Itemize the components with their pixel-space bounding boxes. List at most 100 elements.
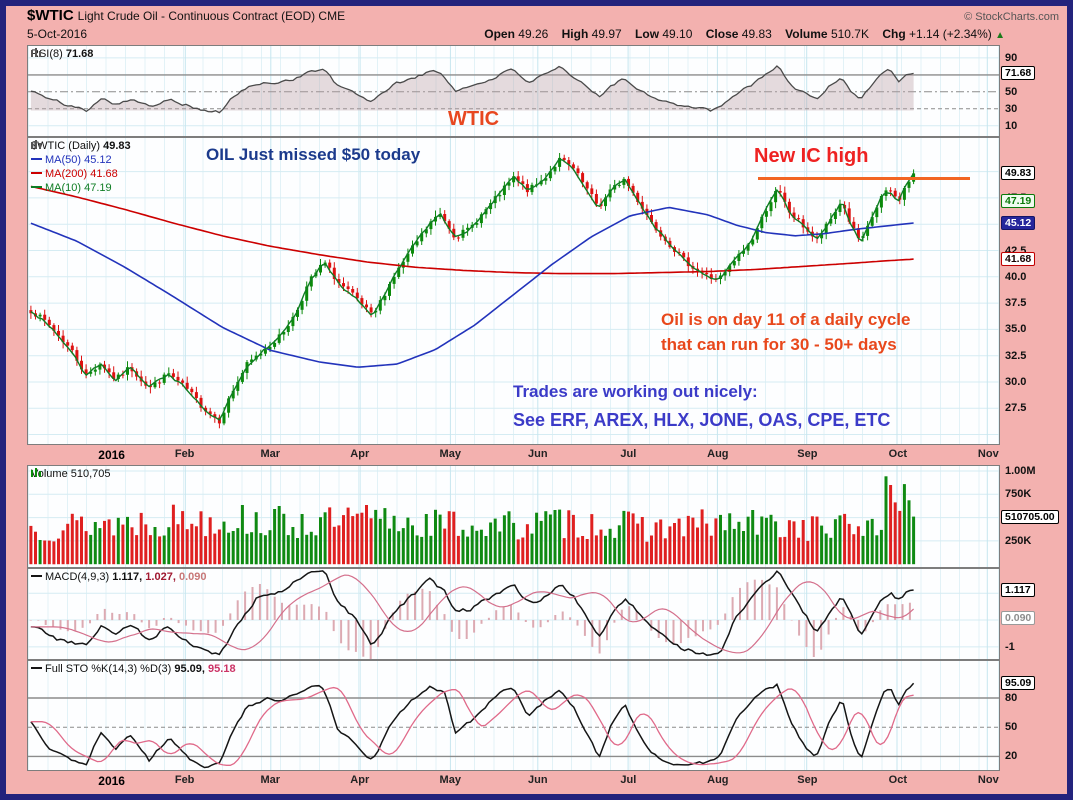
y-axis-tick: 30: [1005, 102, 1018, 115]
stochastics-plot: Full STO %K(14,3) %D(3) 95.09, 95.18: [27, 660, 1000, 771]
stochastics-y-axis: 80 50 20 95.09: [1000, 660, 1067, 771]
legend-ma10-row: MA(10) 47.19: [31, 181, 131, 195]
price-svg: [28, 138, 999, 444]
y-axis-value-chip: 41.68: [1001, 252, 1036, 267]
quote-close: Close 49.83: [705, 27, 772, 41]
y-axis-tick: 10: [1005, 119, 1018, 132]
y-axis-tick: 80: [1005, 691, 1018, 704]
x-axis-month-label: Mar: [260, 448, 281, 460]
y-axis-tick: 20: [1005, 750, 1018, 763]
x-axis-month-label: Feb: [174, 774, 195, 786]
quote-open: Open 49.26: [484, 27, 549, 41]
volume-legend: Volume 510,705: [31, 467, 111, 481]
annotation-missed-50: OIL Just missed $50 today: [206, 145, 421, 164]
macd-plot: MACD(4,9,3) 1.117, 1.027, 0.090: [27, 568, 1000, 660]
ma200-swatch: [31, 172, 42, 174]
y-axis-tick: 37.5: [1005, 297, 1027, 310]
macd-y-axis: -1 1.117 0.090: [1000, 568, 1067, 660]
y-axis-tick: 40.0: [1005, 270, 1027, 283]
legend-ma50-row: MA(50) 45.12: [31, 153, 131, 167]
y-axis-value-chip: 49.83: [1001, 166, 1036, 181]
sto-swatch: [31, 667, 42, 669]
macd-svg: [28, 569, 999, 659]
price-legend: $WTIC (Daily) 49.83 MA(50) 45.12 MA(200)…: [31, 139, 131, 195]
annotation-cycle-line1: Oil is on day 11 of a daily cycle: [661, 310, 911, 329]
annotation-wtic: WTIC: [448, 108, 500, 130]
mini-chart-icon: [31, 140, 41, 149]
macd-label: MACD(4,9,3): [45, 571, 110, 583]
rsi-svg: [28, 46, 999, 136]
quote-high: High 49.97: [561, 27, 622, 41]
x-axis-month-label: Sep: [797, 448, 818, 460]
annotation-ic-high-line: [758, 177, 970, 180]
volume-y-axis: 1.00M 750K 250K 510705.00: [1000, 465, 1067, 568]
volume-value: 510,705: [70, 468, 111, 480]
x-axis-month-label: Aug: [707, 448, 729, 460]
ohlc-quote: Open 49.26 High 49.97 Low 49.10 Close 49…: [474, 27, 1005, 41]
ma50-swatch: [31, 158, 42, 160]
ma10-swatch: [31, 186, 42, 188]
x-axis-month-label: May: [439, 448, 461, 460]
price-panel: $WTIC (Daily) 49.83 MA(50) 45.12 MA(200)…: [27, 137, 1067, 445]
symbol: $WTIC: [27, 7, 74, 24]
rsi-plot: RSI(8) 71.68 WTIC: [27, 45, 1000, 137]
annotation-cycle-line2: that can run for 30 - 50+ days: [661, 335, 897, 354]
y-axis-tick: 750K: [1005, 488, 1032, 501]
stochastics-legend: Full STO %K(14,3) %D(3) 95.09, 95.18: [31, 662, 236, 676]
annotation-new-ic-high: New IC high: [754, 145, 869, 167]
x-axis-month-label: Apr: [350, 774, 370, 786]
y-axis-tick: 32.5: [1005, 349, 1027, 362]
title-row: $WTIC Light Crude Oil - Continuous Contra…: [27, 7, 1067, 25]
sto-label: Full STO %K(14,3) %D(3): [45, 663, 172, 675]
x-axis-month-label: Nov: [977, 774, 999, 786]
y-axis-value-chip: 1.117: [1001, 583, 1035, 598]
chart-title: Light Crude Oil - Continuous Contract (E…: [77, 9, 346, 23]
y-axis-tick: 1.00M: [1005, 465, 1036, 478]
rsi-label: RSI(8): [31, 48, 63, 60]
macd-legend: MACD(4,9,3) 1.117, 1.027, 0.090: [31, 570, 206, 584]
x-axis-month-label: May: [439, 774, 461, 786]
x-axis-month-label: Aug: [707, 774, 729, 786]
x-axis-year-label: 2016: [98, 774, 125, 788]
annotation-tickers: See ERF, AREX, HLX, JONE, OAS, CPE, ETC: [513, 410, 891, 430]
x-axis-month-label: Apr: [350, 448, 370, 460]
x-axis-month-label: Jun: [528, 774, 548, 786]
chart-date: 5-Oct-2016: [27, 27, 88, 41]
y-axis-tick: 250K: [1005, 534, 1032, 547]
volume-plot: Volume 510,705: [27, 465, 1000, 568]
y-axis-value-chip: 510705.00: [1001, 509, 1059, 524]
y-axis-value-chip: 71.68: [1001, 66, 1036, 81]
y-axis-tick: 30.0: [1005, 375, 1027, 388]
quote-row: 5-Oct-2016 Open 49.26 High 49.97 Low 49.…: [27, 25, 1067, 43]
x-axis-year-label: 2016: [98, 448, 125, 462]
y-axis-value-chip: 47.19: [1001, 194, 1036, 209]
y-axis-value-chip: 95.09: [1001, 676, 1036, 691]
price-y-axis: 47.542.540.037.535.032.530.027.549.8347.…: [1000, 137, 1067, 445]
rsi-y-axis: 90 50 30 10 71.68: [1000, 45, 1067, 137]
legend-ma200-row: MA(200) 41.68: [31, 167, 131, 181]
y-axis-tick: -1: [1005, 640, 1015, 653]
x-axis-month-label: Jun: [528, 448, 548, 460]
macd-panel: MACD(4,9,3) 1.117, 1.027, 0.090 -1 1.117 0…: [27, 568, 1067, 660]
mini-chart-icon: [31, 48, 41, 57]
rsi-panel: RSI(8) 71.68 WTIC 90 50 30 10 71.68: [27, 45, 1067, 137]
stockcharts-credit: © StockCharts.com: [964, 11, 1059, 23]
quote-volume: Volume 510.7K: [785, 27, 869, 41]
y-axis-value-chip: 0.090: [1001, 610, 1036, 625]
legend-symbol-row: $WTIC (Daily) 49.83: [31, 140, 131, 152]
x-axis-month-label: Oct: [888, 448, 907, 460]
y-axis-tick: 35.0: [1005, 323, 1027, 336]
y-axis-tick: 90: [1005, 51, 1018, 64]
volume-panel: Volume 510,705 1.00M 750K 250K 510705.00: [27, 465, 1067, 568]
y-axis-tick: 50: [1005, 85, 1018, 98]
y-axis-tick: 27.5: [1005, 402, 1027, 415]
x-axis-bottom: 2016 Feb Mar Apr May Jun Jul Aug Sep Oct Nov: [27, 771, 1000, 792]
volume-svg: [28, 466, 999, 567]
rsi-legend: RSI(8) 71.68: [31, 47, 93, 61]
x-axis-month-label: Mar: [260, 774, 281, 786]
rsi-value: 71.68: [65, 48, 94, 60]
y-axis-value-chip: 45.12: [1001, 215, 1036, 230]
x-axis-month-label: Sep: [797, 774, 818, 786]
x-axis-month-label: Nov: [977, 448, 999, 460]
